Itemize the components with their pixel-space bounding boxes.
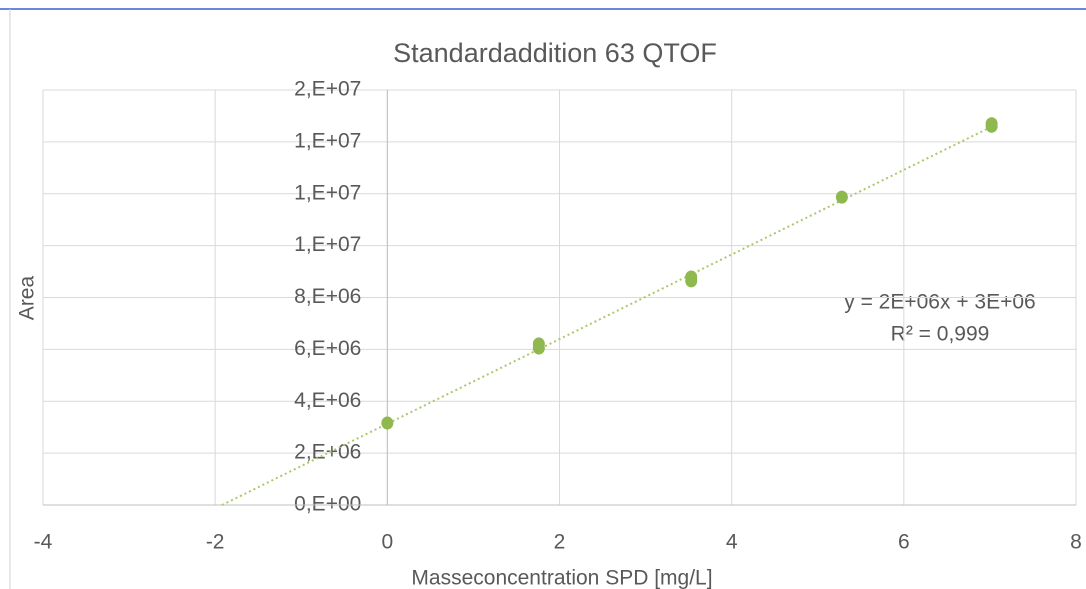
data-point bbox=[835, 190, 848, 204]
y-tick-label: 8,E+06 bbox=[294, 285, 361, 308]
y-axis-title: Area bbox=[16, 276, 39, 321]
y-tick-label: 6,E+06 bbox=[294, 337, 361, 360]
y-tick-label: 1,E+07 bbox=[294, 181, 361, 204]
data-point bbox=[985, 117, 998, 131]
y-tick-label: 1,E+07 bbox=[294, 233, 361, 256]
x-tick-label: 6 bbox=[898, 531, 910, 554]
y-tick-label: 4,E+06 bbox=[294, 389, 361, 412]
data-point bbox=[381, 416, 394, 430]
x-tick-label: 4 bbox=[726, 531, 738, 554]
y-tick-label: 0,E+00 bbox=[294, 493, 361, 516]
x-axis-title: Masseconcentration SPD [mg/L] bbox=[411, 567, 712, 589]
y-tick-label: 2,E+06 bbox=[294, 441, 361, 464]
y-tick-label: 2,E+07 bbox=[294, 78, 361, 101]
x-tick-label: 2 bbox=[554, 531, 566, 554]
x-tick-label: 0 bbox=[381, 531, 393, 554]
y-tick-label: 1,E+07 bbox=[294, 129, 361, 152]
x-tick-label: -2 bbox=[206, 531, 225, 554]
trendline-r2: R² = 0,999 bbox=[891, 323, 990, 346]
chart-title: Standardaddition 63 QTOF bbox=[393, 38, 717, 68]
trendline-equation: y = 2E+06x + 3E+06 bbox=[844, 291, 1035, 314]
x-tick-label: 8 bbox=[1070, 531, 1082, 554]
x-tick-label: -4 bbox=[34, 531, 53, 554]
data-point bbox=[685, 270, 698, 284]
data-point bbox=[532, 337, 545, 351]
trendline bbox=[221, 124, 996, 506]
